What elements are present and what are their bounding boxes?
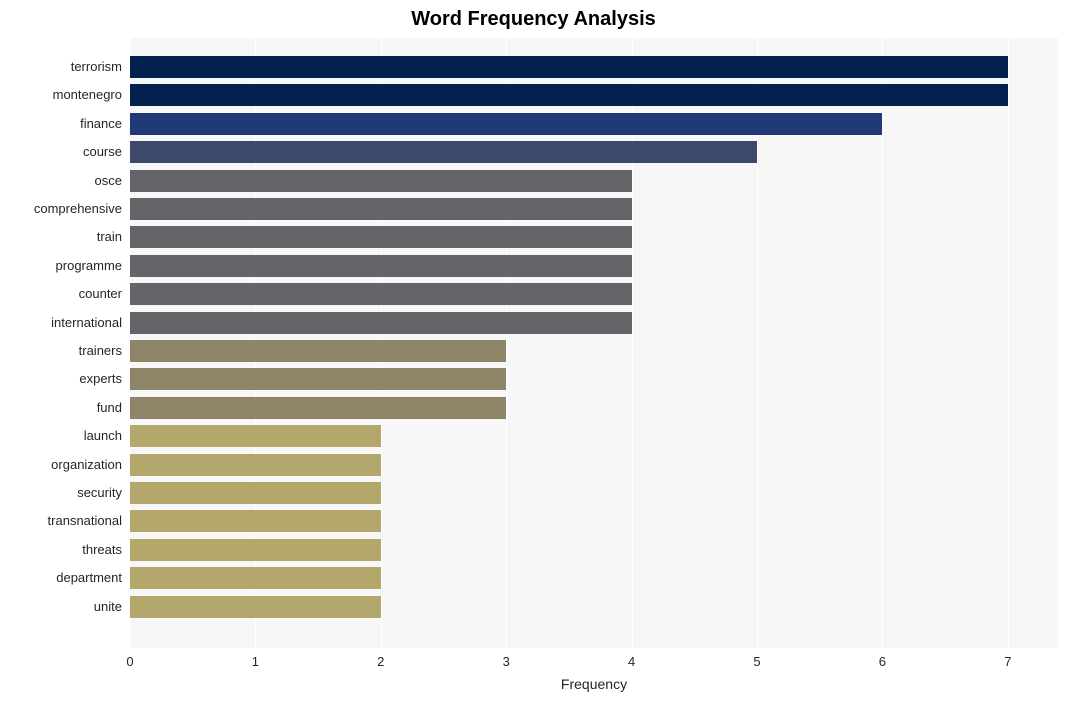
- y-tick-label: trainers: [0, 340, 122, 362]
- x-gridline: [882, 38, 883, 648]
- x-tick-label: 6: [862, 654, 902, 669]
- bar: [130, 170, 632, 192]
- bar: [130, 482, 381, 504]
- y-tick-label: montenegro: [0, 84, 122, 106]
- bar: [130, 113, 882, 135]
- y-tick-label: finance: [0, 113, 122, 135]
- y-tick-label: comprehensive: [0, 198, 122, 220]
- x-tick-label: 4: [612, 654, 652, 669]
- bar: [130, 567, 381, 589]
- bar: [130, 596, 381, 618]
- y-tick-label: fund: [0, 397, 122, 419]
- bar: [130, 141, 757, 163]
- bar: [130, 454, 381, 476]
- bar: [130, 283, 632, 305]
- x-gridline: [1008, 38, 1009, 648]
- x-tick-label: 5: [737, 654, 777, 669]
- y-tick-label: unite: [0, 596, 122, 618]
- y-tick-label: train: [0, 226, 122, 248]
- bar: [130, 539, 381, 561]
- plot-area: [130, 38, 1058, 648]
- bar: [130, 198, 632, 220]
- x-tick-label: 0: [110, 654, 150, 669]
- y-tick-label: osce: [0, 170, 122, 192]
- x-tick-label: 1: [235, 654, 275, 669]
- chart-container: Word Frequency Analysis Frequency 0 1 2 3 4 5…: [0, 0, 1067, 701]
- bar: [130, 340, 506, 362]
- y-tick-label: transnational: [0, 510, 122, 532]
- y-tick-label: programme: [0, 255, 122, 277]
- y-tick-label: threats: [0, 539, 122, 561]
- x-tick-label: 7: [988, 654, 1028, 669]
- bar: [130, 397, 506, 419]
- bar: [130, 84, 1008, 106]
- y-tick-label: counter: [0, 283, 122, 305]
- y-tick-label: experts: [0, 368, 122, 390]
- y-tick-label: international: [0, 312, 122, 334]
- bar: [130, 226, 632, 248]
- bar: [130, 56, 1008, 78]
- y-tick-label: organization: [0, 454, 122, 476]
- bar: [130, 368, 506, 390]
- bar: [130, 255, 632, 277]
- y-tick-label: terrorism: [0, 56, 122, 78]
- x-axis-label: Frequency: [130, 676, 1058, 692]
- x-tick-label: 3: [486, 654, 526, 669]
- chart-title: Word Frequency Analysis: [0, 8, 1067, 31]
- y-tick-label: department: [0, 567, 122, 589]
- y-tick-label: security: [0, 482, 122, 504]
- y-tick-label: course: [0, 141, 122, 163]
- bar: [130, 510, 381, 532]
- bar: [130, 312, 632, 334]
- y-tick-label: launch: [0, 425, 122, 447]
- x-tick-label: 2: [361, 654, 401, 669]
- bar: [130, 425, 381, 447]
